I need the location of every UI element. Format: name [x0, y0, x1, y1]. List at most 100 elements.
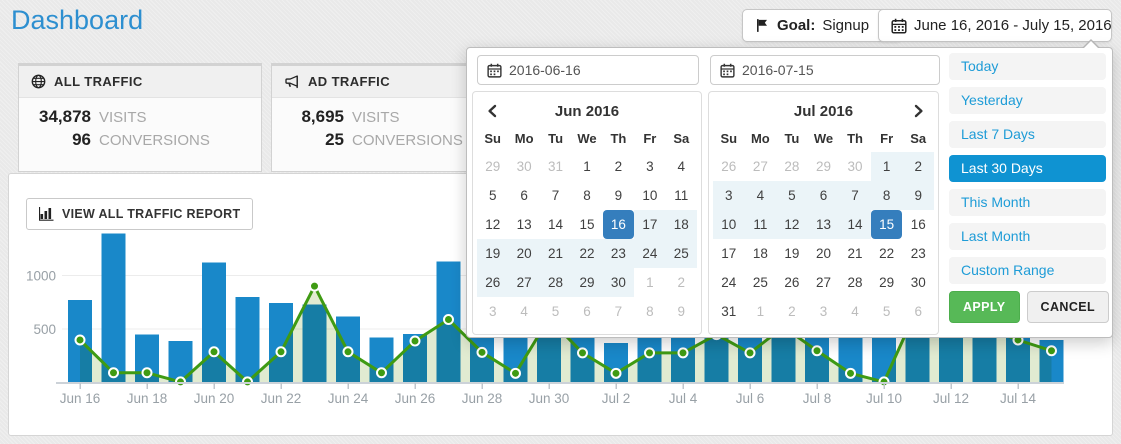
- calendar-day[interactable]: 8: [646, 304, 654, 319]
- calendar-day[interactable]: 26: [784, 275, 800, 290]
- calendar-day[interactable]: 30: [847, 159, 863, 174]
- calendar-day[interactable]: 6: [914, 304, 922, 319]
- calendar-day[interactable]: 9: [902, 181, 934, 210]
- prev-month-chevron-icon[interactable]: [477, 104, 507, 118]
- calendar-day[interactable]: 23: [910, 246, 926, 261]
- calendar-day[interactable]: 29: [815, 159, 831, 174]
- calendar-day[interactable]: 8: [583, 188, 591, 203]
- calendar-day[interactable]: 4: [677, 159, 686, 174]
- calendar-day[interactable]: 25: [752, 275, 768, 290]
- calendar-day[interactable]: 27: [752, 159, 768, 174]
- calendar-day[interactable]: 24: [721, 275, 737, 290]
- start-date-input[interactable]: 2016-06-16: [477, 55, 699, 85]
- calendar-day[interactable]: 15: [870, 210, 903, 239]
- calendar-day[interactable]: 20: [508, 239, 540, 268]
- calendar-day[interactable]: 1: [646, 275, 654, 290]
- calendar-day[interactable]: 21: [539, 239, 572, 268]
- calendar-day[interactable]: 26: [721, 159, 737, 174]
- range-yesterday[interactable]: Yesterday: [949, 87, 1106, 114]
- calendar-day[interactable]: 23: [602, 239, 635, 268]
- calendar-day[interactable]: 27: [508, 268, 540, 297]
- calendar-day[interactable]: 16: [602, 210, 635, 239]
- calendar-day[interactable]: 9: [677, 304, 686, 319]
- calendar-day[interactable]: 6: [807, 181, 840, 210]
- calendar-day[interactable]: 3: [488, 304, 497, 319]
- calendar-day[interactable]: 20: [815, 246, 831, 261]
- calendar-day[interactable]: 11: [674, 188, 689, 203]
- end-date-input[interactable]: 2016-07-15: [710, 55, 940, 85]
- calendar-day[interactable]: 12: [776, 210, 808, 239]
- calendar-day[interactable]: 8: [870, 181, 903, 210]
- calendar-day[interactable]: 30: [516, 159, 532, 174]
- calendar-day[interactable]: 1: [583, 159, 591, 174]
- calendar-day[interactable]: 3: [819, 304, 828, 319]
- calendar-day[interactable]: 11: [744, 210, 777, 239]
- calendar-day[interactable]: 17: [721, 246, 737, 261]
- calendar-day[interactable]: 29: [879, 275, 895, 290]
- calendar-day[interactable]: 18: [665, 210, 697, 239]
- calendar-day[interactable]: 24: [634, 239, 666, 268]
- calendar-day[interactable]: 17: [634, 210, 666, 239]
- calendar-day[interactable]: 12: [485, 217, 501, 232]
- calendar-day[interactable]: 3: [713, 181, 745, 210]
- calendar-day[interactable]: 5: [551, 304, 560, 319]
- daterange-button[interactable]: June 16, 2016 - July 15, 2016: [878, 9, 1112, 42]
- calendar-day[interactable]: 31: [721, 304, 737, 319]
- calendar-day[interactable]: 28: [847, 275, 863, 290]
- calendar-day[interactable]: 10: [642, 188, 658, 203]
- range-this-month[interactable]: This Month: [949, 189, 1106, 216]
- calendar-day[interactable]: 6: [520, 188, 528, 203]
- calendar-day[interactable]: 2: [614, 159, 623, 174]
- calendar-day[interactable]: 13: [516, 217, 532, 232]
- calendar-day[interactable]: 26: [477, 268, 509, 297]
- next-month-chevron-icon[interactable]: [904, 104, 934, 118]
- calendar-day[interactable]: 30: [910, 275, 926, 290]
- calendar-day[interactable]: 3: [646, 159, 654, 174]
- calendar-day[interactable]: 7: [839, 181, 871, 210]
- calendar-day[interactable]: 28: [539, 268, 572, 297]
- calendar-day[interactable]: 15: [579, 217, 595, 232]
- calendar-day[interactable]: 25: [665, 239, 697, 268]
- calendar-day[interactable]: 29: [571, 268, 603, 297]
- calendar-day[interactable]: 2: [902, 152, 934, 181]
- calendar-day[interactable]: 16: [910, 217, 926, 232]
- calendar-day[interactable]: 7: [614, 304, 623, 319]
- view-all-traffic-report-button[interactable]: VIEW ALL TRAFFIC REPORT: [26, 198, 254, 230]
- calendar-day[interactable]: 28: [784, 159, 800, 174]
- calendar-day[interactable]: 1: [870, 152, 903, 181]
- calendar-day[interactable]: 5: [776, 181, 808, 210]
- calendar-day[interactable]: 29: [485, 159, 501, 174]
- calendar-day[interactable]: 6: [583, 304, 591, 319]
- calendar-day[interactable]: 19: [784, 246, 800, 261]
- range-last-30-days[interactable]: Last 30 Days: [949, 155, 1106, 182]
- calendar-day[interactable]: 18: [752, 246, 768, 261]
- goal-selector-button[interactable]: Goal: Signup: [742, 9, 903, 42]
- calendar-day[interactable]: 22: [879, 246, 895, 261]
- calendar-day[interactable]: 27: [815, 275, 831, 290]
- calendar-day[interactable]: 10: [713, 210, 745, 239]
- cancel-button[interactable]: CANCEL: [1026, 291, 1110, 323]
- calendar-day[interactable]: 1: [756, 304, 765, 319]
- calendar-day[interactable]: 2: [677, 275, 686, 290]
- calendar-day[interactable]: 31: [548, 159, 564, 174]
- calendar-day[interactable]: 22: [571, 239, 603, 268]
- calendar-day[interactable]: 4: [520, 304, 528, 319]
- apply-button[interactable]: APPLY: [949, 291, 1020, 323]
- range-last-7-days[interactable]: Last 7 Days: [949, 121, 1106, 148]
- range-last-month[interactable]: Last Month: [949, 223, 1106, 250]
- calendar-day[interactable]: 4: [744, 181, 777, 210]
- calendar-day[interactable]: 2: [788, 304, 796, 319]
- card-all-traffic[interactable]: ALL TRAFFIC 34,878 VISITS 96 CONVERSIONS: [18, 63, 262, 172]
- calendar-day[interactable]: 14: [548, 217, 564, 232]
- calendar-day[interactable]: 19: [477, 239, 509, 268]
- calendar-day[interactable]: 14: [839, 210, 871, 239]
- calendar-day[interactable]: 4: [851, 304, 859, 319]
- calendar-day[interactable]: 5: [488, 188, 497, 203]
- calendar-day[interactable]: 9: [614, 188, 623, 203]
- calendar-day[interactable]: 13: [807, 210, 840, 239]
- calendar-day[interactable]: 30: [602, 268, 635, 297]
- calendar-day[interactable]: 21: [847, 246, 863, 261]
- range-today[interactable]: Today: [949, 53, 1106, 80]
- calendar-day[interactable]: 5: [882, 304, 891, 319]
- range-custom-range[interactable]: Custom Range: [949, 257, 1106, 284]
